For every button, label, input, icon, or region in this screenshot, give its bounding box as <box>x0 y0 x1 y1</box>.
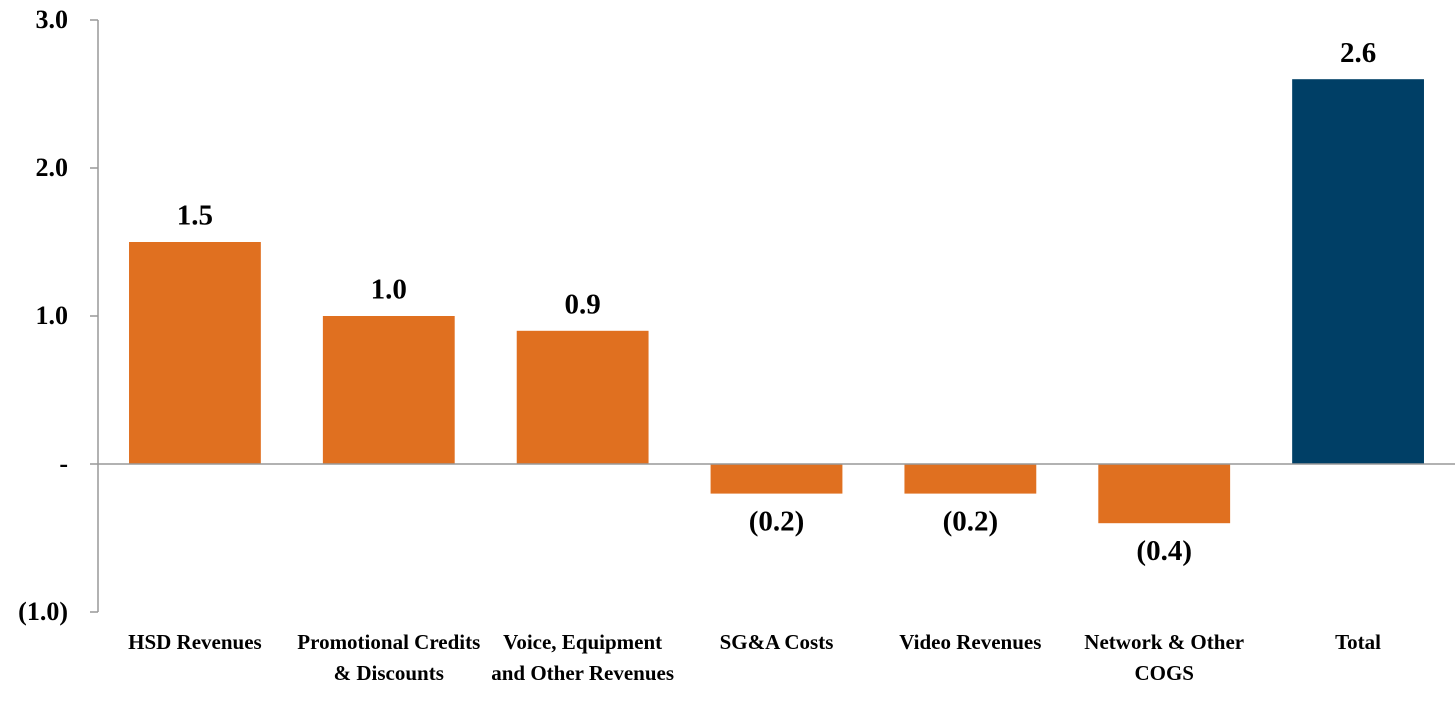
x-tick-label: HSD Revenues <box>128 630 262 654</box>
bar <box>710 464 843 494</box>
data-label: (0.4) <box>1136 535 1192 567</box>
y-tick-label: (1.0) <box>18 597 68 626</box>
data-label: 1.0 <box>371 274 407 306</box>
x-tick-label: SG&A Costs <box>719 630 834 654</box>
data-label: 0.9 <box>565 288 601 320</box>
bar <box>516 330 649 464</box>
bar <box>129 242 261 464</box>
bar <box>1292 79 1424 464</box>
data-label: (0.2) <box>943 505 999 537</box>
bar <box>1098 464 1231 524</box>
x-tick-label: Network & Other COGS <box>1084 630 1245 685</box>
bar <box>322 316 455 464</box>
y-tick-label: 2.0 <box>36 153 69 182</box>
data-label: 1.5 <box>177 200 213 232</box>
y-tick-label: 3.0 <box>36 5 69 34</box>
bar <box>904 464 1037 494</box>
x-tick-label: Total <box>1335 630 1382 654</box>
data-label: (0.2) <box>749 505 805 537</box>
x-tick-label: Promotional Credits & Discounts <box>297 630 481 685</box>
y-tick-label: 1.0 <box>36 301 69 330</box>
x-tick-label: Video Revenues <box>899 630 1042 654</box>
x-tick-label: Voice, Equipment and Other Revenues <box>491 630 675 685</box>
y-tick-label: - <box>59 449 68 478</box>
data-label: 2.6 <box>1340 37 1376 69</box>
